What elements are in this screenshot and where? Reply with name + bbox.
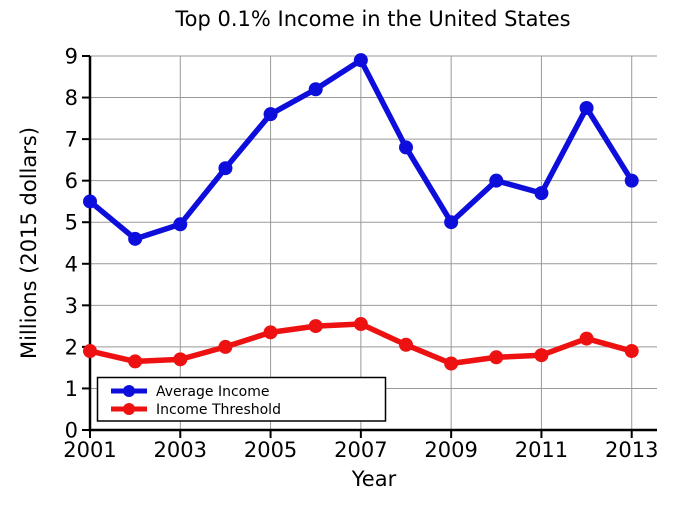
y-tick-label: 3 (65, 294, 78, 318)
y-tick-label: 4 (65, 252, 78, 276)
data-point-marker (444, 215, 459, 230)
data-point-marker (489, 173, 504, 188)
data-point-marker (173, 217, 188, 232)
legend: Average Income Income Threshold (96, 376, 387, 422)
series-lines (83, 53, 639, 371)
x-tick-label: 2001 (63, 438, 116, 462)
data-point-marker (173, 352, 188, 367)
series-income-threshold (83, 317, 639, 371)
data-point-marker (489, 350, 504, 365)
data-point-marker (308, 82, 323, 97)
y-tick-label: 5 (65, 211, 78, 235)
data-point-marker (624, 173, 639, 188)
data-point-marker (83, 194, 97, 209)
legend-marker-sample (123, 403, 135, 415)
y-tick-label: 7 (65, 128, 78, 152)
gridlines (90, 55, 657, 430)
x-axis-label: Year (351, 467, 397, 491)
data-point-marker (218, 339, 233, 354)
data-point-marker (353, 53, 368, 68)
data-point-marker (534, 348, 549, 363)
data-point-marker (218, 161, 233, 176)
y-tick-label: 8 (65, 86, 78, 110)
legend-label: Income Threshold (156, 402, 281, 418)
data-point-marker (444, 356, 459, 371)
data-point-marker (263, 325, 278, 340)
y-axis-label: Millions (2015 dollars) (17, 127, 41, 359)
data-point-marker (128, 354, 143, 369)
y-tick-label: 0 (65, 419, 78, 443)
axes (82, 55, 657, 438)
legend-marker-sample (123, 385, 135, 397)
tick-labels: 0 1 2 3 4 5 6 7 8 9 2001 2003 2005 2007 2009 2011 2013 (63, 45, 658, 463)
data-point-marker (579, 100, 594, 115)
data-point-marker (353, 317, 368, 332)
legend-label: Average Income (156, 384, 269, 400)
series-average-income (83, 53, 639, 246)
data-point-marker (399, 140, 414, 155)
y-tick-label: 9 (65, 45, 78, 69)
chart-title: Top 0.1% Income in the United States (174, 7, 570, 31)
data-point-marker (83, 344, 97, 359)
y-tick-label: 2 (65, 335, 78, 359)
data-point-marker (534, 186, 549, 201)
data-point-marker (399, 337, 414, 352)
x-tick-label: 2013 (605, 438, 658, 462)
x-tick-label: 2011 (515, 438, 568, 462)
x-tick-label: 2007 (334, 438, 387, 462)
x-tick-label: 2005 (244, 438, 297, 462)
data-point-marker (624, 344, 639, 359)
legend-entry: Income Threshold (111, 402, 281, 418)
x-tick-label: 2003 (154, 438, 207, 462)
data-point-marker (308, 319, 323, 334)
data-point-marker (128, 231, 143, 246)
legend-box (96, 376, 387, 422)
data-point-marker (263, 107, 278, 122)
data-point-marker (579, 331, 594, 346)
y-tick-label: 1 (65, 377, 78, 401)
y-tick-label: 6 (65, 169, 78, 193)
x-tick-label: 2009 (424, 438, 477, 462)
legend-entry: Average Income (111, 384, 269, 400)
